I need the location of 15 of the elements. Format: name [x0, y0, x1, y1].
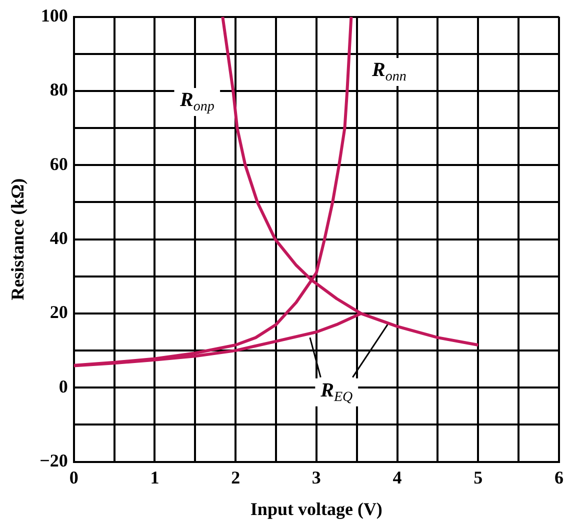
x-tick-label: 1: [150, 467, 160, 488]
x-tick-label: 2: [231, 467, 240, 488]
y-tick-label: 80: [50, 80, 68, 100]
y-tick-label: 0: [58, 376, 68, 396]
y-tick-label: −20: [40, 450, 68, 470]
y-tick-label: 40: [50, 228, 68, 248]
y-tick-label: 100: [40, 5, 68, 26]
x-tick-label: 5: [474, 467, 483, 488]
y-tick-label: 20: [50, 302, 68, 322]
x-axis-title: Input voltage (V): [250, 498, 382, 519]
y-axis-title: Resistance (kΩ): [7, 178, 28, 300]
x-tick-label: 6: [554, 467, 564, 488]
x-tick-label: 4: [392, 467, 402, 488]
y-tick-label: 60: [50, 154, 68, 174]
x-tick-label: 3: [312, 467, 321, 488]
